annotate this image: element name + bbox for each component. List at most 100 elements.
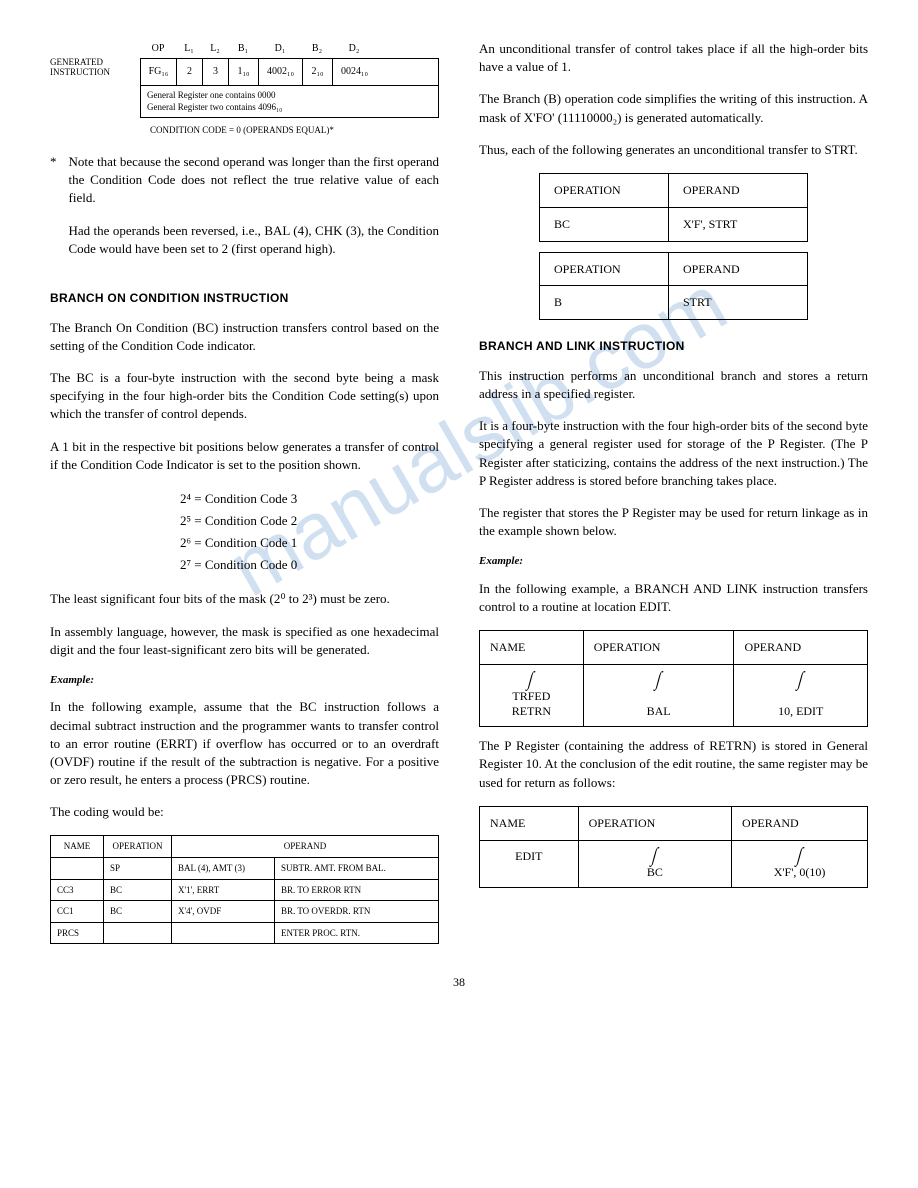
operation-table-2: OPERATION OPERAND B STRT: [539, 252, 808, 321]
table-row: SPBAL (4), AMT (3)SUBTR. AMT. FROM BAL.: [51, 858, 439, 880]
op-header-operand-1: OPERAND: [669, 173, 808, 207]
bal2-header-name: NAME: [480, 806, 579, 840]
bal2-op-cell: ∫ BC: [578, 840, 731, 888]
example-label-right: Example:: [479, 554, 868, 569]
coding-cell: X'1', ERRT: [172, 879, 275, 901]
instr-cell: 2: [177, 59, 203, 85]
instr-cell: FG₁₆: [141, 59, 177, 85]
branch-on-condition-heading: BRANCH ON CONDITION INSTRUCTION: [50, 290, 439, 307]
note-paragraph-1: Note that because the second operand was…: [69, 153, 440, 208]
instr-header: OP: [140, 40, 176, 58]
coding-header-name: NAME: [51, 836, 104, 858]
coding-cell: BR. TO OVERDR. RTN: [275, 901, 439, 923]
coding-cell: BAL (4), AMT (3): [172, 858, 275, 880]
bal-paragraph-4: The P Register (containing the address o…: [479, 737, 868, 792]
bal-paragraph-2: It is a four-byte instruction with the f…: [479, 417, 868, 490]
bal2-name-cell: EDIT: [480, 840, 579, 888]
table-row: CC3BCX'1', ERRTBR. TO ERROR RTN: [51, 879, 439, 901]
right-column: An unconditional transfer of control tak…: [479, 40, 868, 944]
cc-list-item: 2⁴ = Condition Code 3: [180, 488, 439, 510]
bal2-header-operand: OPERAND: [732, 806, 868, 840]
bc-example-paragraph-1: In the following example, assume that th…: [50, 698, 439, 789]
rc-paragraph-1: An unconditional transfer of control tak…: [479, 40, 868, 76]
table-row: CC1BCX'4', OVDFBR. TO OVERDR. RTN: [51, 901, 439, 923]
coding-header-operation: OPERATION: [104, 836, 172, 858]
op-header-operand-2: OPERAND: [669, 252, 808, 286]
op-cell-xf-strt: X'F', STRT: [669, 207, 808, 241]
instr-header: D₂: [332, 40, 376, 58]
bal-example-paragraph-1: In the following example, a BRANCH AND L…: [479, 580, 868, 616]
bal1-name-2: RETRN: [512, 704, 551, 718]
bal1-op: BAL: [647, 704, 671, 718]
reg-note-2: General Register two contains 4096₁₀: [147, 102, 282, 112]
coding-cell: X'4', OVDF: [172, 901, 275, 923]
coding-cell: CC3: [51, 879, 104, 901]
asterisk-note: * Note that because the second operand w…: [50, 153, 439, 272]
coding-cell: SUBTR. AMT. FROM BAL.: [275, 858, 439, 880]
op-header-operation-1: OPERATION: [540, 173, 669, 207]
op-header-operation-2: OPERATION: [540, 252, 669, 286]
left-column: GENERATED INSTRUCTION OPL₁L₂B₁D₁B₂D₂ FG₁…: [50, 40, 439, 944]
coding-header-operand: OPERAND: [172, 836, 439, 858]
reg-note-1: General Register one contains 0000: [147, 90, 275, 100]
instruction-table: OPL₁L₂B₁D₁B₂D₂ FG₁₆231₁₀4002₁₀2₁₀0024₁₀ …: [140, 40, 439, 137]
bal1-op-cell: ∫ BAL: [583, 664, 734, 726]
bal2-header-operation: OPERATION: [578, 806, 731, 840]
coding-cell: [104, 922, 172, 944]
coding-cell: PRCS: [51, 922, 104, 944]
bal1-operand: 10, EDIT: [778, 704, 823, 718]
cc-list-item: 2⁶ = Condition Code 1: [180, 532, 439, 554]
instr-header: D₁: [258, 40, 302, 58]
bal-paragraph-3: The register that stores the P Register …: [479, 504, 868, 540]
instr-cell: 2₁₀: [303, 59, 333, 85]
generated-instruction-row: GENERATED INSTRUCTION OPL₁L₂B₁D₁B₂D₂ FG₁…: [50, 40, 439, 137]
op-cell-b: B: [540, 286, 669, 320]
op-cell-strt: STRT: [669, 286, 808, 320]
bal2-operand: X'F', 0(10): [774, 865, 826, 879]
branch-and-link-heading: BRANCH AND LINK INSTRUCTION: [479, 338, 868, 355]
bc-paragraph-2: The BC is a four-byte instruction with t…: [50, 369, 439, 424]
cc-list-item: 2⁵ = Condition Code 2: [180, 510, 439, 532]
instr-cell: 4002₁₀: [259, 59, 303, 85]
condition-code-list: 2⁴ = Condition Code 32⁵ = Condition Code…: [180, 488, 439, 576]
bal-table-2: NAME OPERATION OPERAND EDIT ∫ BC ∫ X'F',…: [479, 806, 868, 889]
coding-cell: BC: [104, 879, 172, 901]
condition-code-note: CONDITION CODE = 0 (OPERANDS EQUAL)*: [150, 124, 439, 137]
bc-example-paragraph-2: The coding would be:: [50, 803, 439, 821]
bal-paragraph-1: This instruction performs an uncondition…: [479, 367, 868, 403]
generated-instruction-label: GENERATED INSTRUCTION: [50, 40, 130, 78]
bc-paragraph-5: In assembly language, however, the mask …: [50, 623, 439, 659]
page-number: 38: [50, 974, 868, 991]
bal1-header-operation: OPERATION: [583, 631, 734, 665]
coding-cell: SP: [104, 858, 172, 880]
operation-table-1: OPERATION OPERAND BC X'F', STRT: [539, 173, 808, 242]
op-cell-bc: BC: [540, 207, 669, 241]
bc-paragraph-4: The least significant four bits of the m…: [50, 590, 439, 608]
coding-cell: ENTER PROC. RTN.: [275, 922, 439, 944]
coding-cell: BC: [104, 901, 172, 923]
bal1-name-1: TRFED: [512, 689, 550, 703]
bal2-op: BC: [647, 865, 663, 879]
instr-cell: 0024₁₀: [333, 59, 376, 85]
instr-header: L₂: [202, 40, 228, 58]
coding-cell: [51, 858, 104, 880]
bal1-operand-cell: ∫ 10, EDIT: [734, 664, 868, 726]
rc-paragraph-3: Thus, each of the following generates an…: [479, 141, 868, 159]
bc-paragraph-1: The Branch On Condition (BC) instruction…: [50, 319, 439, 355]
bal1-name-cell: ∫ TRFED RETRN: [480, 664, 584, 726]
instr-cell: 1₁₀: [229, 59, 259, 85]
register-note: General Register one contains 0000 Gener…: [140, 86, 439, 118]
rc-paragraph-2: The Branch (B) operation code simplifies…: [479, 90, 868, 126]
coding-cell: CC1: [51, 901, 104, 923]
bal1-header-name: NAME: [480, 631, 584, 665]
cc-list-item: 2⁷ = Condition Code 0: [180, 554, 439, 576]
bc-paragraph-3: A 1 bit in the respective bit positions …: [50, 438, 439, 474]
bal2-name: EDIT: [515, 849, 542, 863]
instr-cell: 3: [203, 59, 229, 85]
bal1-header-operand: OPERAND: [734, 631, 868, 665]
table-row: PRCS ENTER PROC. RTN.: [51, 922, 439, 944]
note-paragraph-2: Had the operands been reversed, i.e., BA…: [69, 222, 440, 258]
asterisk: *: [50, 153, 57, 272]
coding-cell: [172, 922, 275, 944]
coding-table: NAME OPERATION OPERAND SPBAL (4), AMT (3…: [50, 835, 439, 944]
